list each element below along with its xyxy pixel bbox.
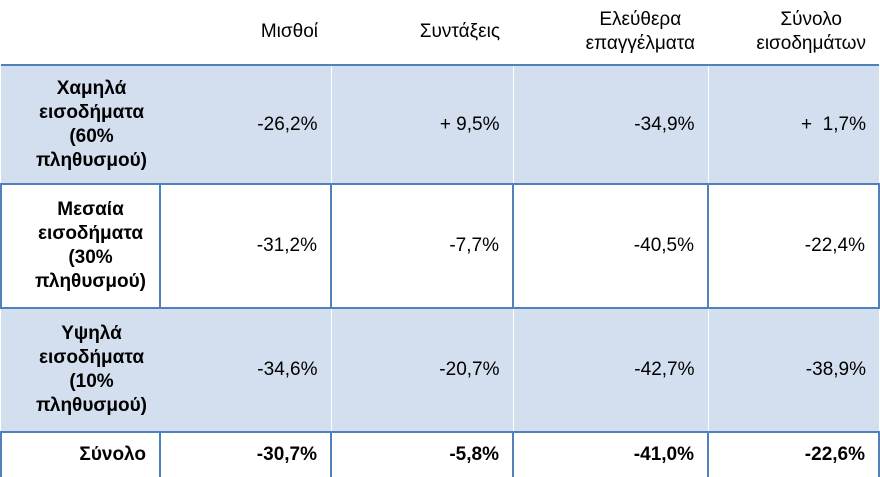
cell-total-freelance: -41,0% (512, 431, 708, 477)
row-label-low-income: Χαμηλά εισοδήματα (60% πληθυσμού) (1, 65, 160, 184)
cell-middle-income-total: -22,4% (707, 183, 880, 309)
table-row-total: Σύνολο -30,7% -5,8% -41,0% -22,6% (0, 431, 880, 477)
cell-middle-income-freelance: -40,5% (512, 183, 708, 309)
row-label-high-income: Υψηλά εισοδήματα (10% πληθυσμού) (1, 308, 160, 432)
cell-high-income-total: -38,9% (707, 308, 879, 432)
row-label-middle-income: Μεσαία εισοδήματα (30% πληθυσμού) (0, 183, 160, 309)
column-header-pensions: Συντάξεις (331, 0, 513, 66)
cell-low-income-total: + 1,7% (707, 65, 879, 184)
cell-low-income-salaries: -26,2% (160, 65, 331, 184)
cell-low-income-freelance: -34,9% (512, 65, 708, 184)
cell-high-income-freelance: -42,7% (512, 308, 708, 432)
row-label-total: Σύνολο (0, 431, 160, 477)
column-header-total-income-line-1: Σύνολο (780, 9, 842, 30)
table-row-low-income: Χαμηλά εισοδήματα (60% πληθυσμού) -26,2%… (1, 65, 879, 184)
column-header-total-income-line-2: εισοδημάτων (756, 33, 866, 54)
cell-total-total: -22,6% (707, 431, 880, 477)
cell-total-pensions: -5,8% (330, 431, 513, 477)
column-header-freelance-line-2: επαγγέλματα (585, 33, 695, 54)
header-corner-cell (1, 0, 160, 66)
column-header-freelance: Ελεύθερα επαγγέλματα (513, 0, 708, 66)
table-row-middle-income: Μεσαία εισοδήματα (30% πληθυσμού) -31,2%… (0, 183, 880, 309)
cell-high-income-pensions: -20,7% (330, 308, 513, 432)
column-header-freelance-line-1: Ελεύθερα (599, 9, 682, 30)
table-header-row: Μισθοί Συντάξεις Ελεύθερα επαγγέλματα Σύ… (1, 0, 879, 66)
cell-middle-income-salaries: -31,2% (159, 183, 331, 309)
column-header-salaries: Μισθοί (160, 0, 331, 66)
table-row-high-income: Υψηλά εισοδήματα (10% πληθυσμού) -34,6% … (1, 308, 879, 432)
column-header-total-income: Σύνολο εισοδημάτων (708, 0, 879, 66)
cell-low-income-pensions: + 9,5% (330, 65, 513, 184)
cell-high-income-salaries: -34,6% (160, 308, 331, 432)
cell-middle-income-pensions: -7,7% (330, 183, 513, 309)
cell-total-salaries: -30,7% (159, 431, 331, 477)
